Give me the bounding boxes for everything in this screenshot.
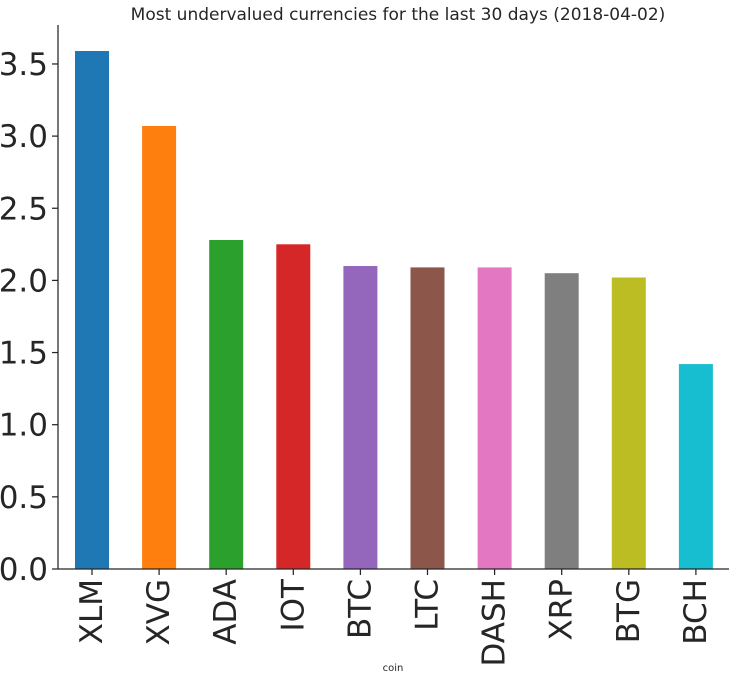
x-tick-label: BCH [678, 579, 714, 645]
bars-group [75, 51, 713, 570]
chart-title: Most undervalued currencies for the last… [131, 5, 666, 25]
bar-dash [477, 267, 512, 569]
x-tick-label: XVG [141, 579, 177, 645]
x-tick-label: XLM [74, 579, 110, 644]
y-tick-label: 0.5 [0, 480, 48, 516]
bar-xvg [142, 126, 177, 569]
x-tick-label: IOT [275, 578, 311, 632]
y-tick-label: 3.0 [0, 119, 48, 155]
x-tick-label: LTC [410, 579, 446, 631]
x-tick-label: XRP [544, 579, 580, 640]
y-tick-label: 1.5 [0, 336, 48, 372]
y-tick-label: 2.5 [0, 191, 48, 227]
x-tick-label: BTC [342, 579, 378, 639]
y-tick-label: 1.0 [0, 408, 48, 444]
x-tick-label: ADA [208, 579, 244, 645]
bar-ada [209, 240, 244, 569]
bar-btc [343, 266, 378, 569]
bar-iot [276, 244, 311, 570]
x-axis-ticks: XLM XVG ADA IOT BTC LTC DASH XRP BTG BCH [74, 569, 714, 667]
x-axis-label: coin [383, 663, 404, 674]
bar-bch [678, 364, 713, 569]
bar-btg [611, 277, 646, 569]
x-tick-label: BTG [611, 579, 647, 643]
y-tick-label: 2.0 [0, 263, 48, 299]
y-axis-ticks: 0.0 0.5 1.0 1.5 2.0 2.5 3.0 3.5 [0, 47, 58, 588]
x-tick-label: DASH [477, 579, 513, 667]
bar-xrp [544, 273, 579, 569]
y-tick-label: 3.5 [0, 47, 48, 83]
bar-xlm [75, 51, 109, 569]
bar-ltc [410, 267, 445, 569]
y-tick-label: 0.0 [0, 552, 48, 588]
